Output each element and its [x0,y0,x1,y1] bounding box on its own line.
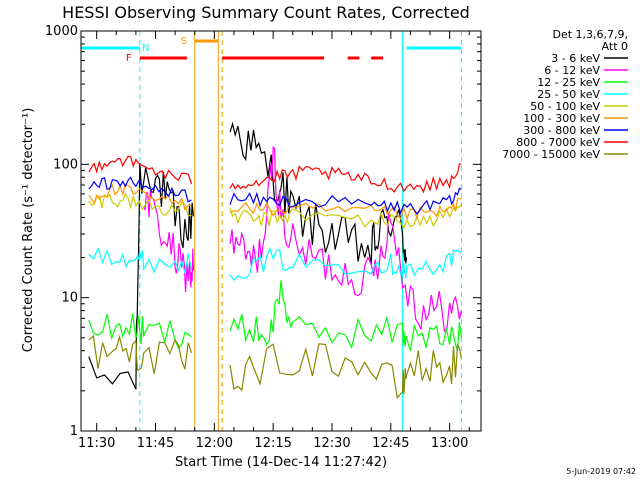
chart-title: HESSI Observing Summary Count Rates, Cor… [62,3,470,22]
series-0-line-1 [229,121,408,265]
x-tick-label-1: 11:45 [137,436,174,451]
y-tick-label-2: 100 [53,157,78,172]
series-3-line-0 [88,246,193,274]
series-8 [88,334,462,400]
annotation-n: N [142,43,149,54]
series-4-line-1 [229,204,462,230]
legend-label-0: 3 - 6 keV [551,52,600,65]
series-6 [88,176,462,215]
y-tick-label-3: 1000 [45,24,78,39]
legend-header-line-1: Det 1,3,6,7,9, [552,28,628,41]
series-8-line-1 [229,343,462,400]
y-tick-label-1: 10 [61,291,78,306]
series-1-line-0 [143,190,195,293]
series-7-line-1 [229,163,462,194]
x-tick-label-3: 12:15 [254,436,291,451]
series-4 [88,192,462,230]
series-1-line-1 [229,145,462,333]
series-8-line-0 [88,334,193,374]
legend-label-6: 300 - 800 keV [523,124,600,137]
legend-header-line-2: Att 0 [602,40,628,53]
series-6-line-1 [229,187,462,215]
series-5-line-0 [88,183,192,211]
legend-label-1: 6 - 12 keV [544,64,600,77]
series-4-line-0 [88,192,192,217]
y-tick-label-0: 1 [70,424,78,439]
annotation-s: S [181,36,187,47]
series-7 [88,155,462,194]
series-7-line-0 [88,155,193,185]
legend-label-2: 12 - 25 keV [537,76,600,89]
x-tick-label-4: 12:30 [313,436,350,451]
series-6-line-0 [88,176,192,203]
series-2-line-0 [88,313,192,350]
series-3 [88,246,462,282]
series-2-line-1 [229,280,462,351]
y-axis-title: Corrected Count Rate (s⁻¹ detector⁻¹) [21,108,36,353]
x-tick-label-2: 12:00 [196,436,233,451]
footnote-date: 5-Jun-2019 07:42 [566,467,636,476]
legend-label-5: 100 - 300 keV [523,112,600,125]
x-axis: 11:30 11:45 12:00 12:15 12:30 12:45 13:00 [78,31,470,451]
legend-label-7: 800 - 7000 keV [516,136,600,149]
annotation-f: F [126,53,132,64]
series-layer [88,121,462,400]
legend-label-3: 25 - 50 keV [537,88,600,101]
plot-frame [80,30,482,432]
status-bars: FN S [81,36,462,64]
x-tick-label-5: 12:45 [372,436,409,451]
series-3-line-1 [229,246,462,282]
legend-label-4: 50 - 100 keV [530,100,600,113]
series-1 [143,145,462,333]
x-tick-label-6: 13:00 [431,436,468,451]
x-tick-label-0: 11:30 [78,436,115,451]
y-axis: 1 10 100 1000 [45,24,481,439]
legend-label-8: 7000 - 15000 keV [502,148,600,161]
x-axis-title: Start Time (14-Dec-14 11:27:42) [175,455,387,470]
